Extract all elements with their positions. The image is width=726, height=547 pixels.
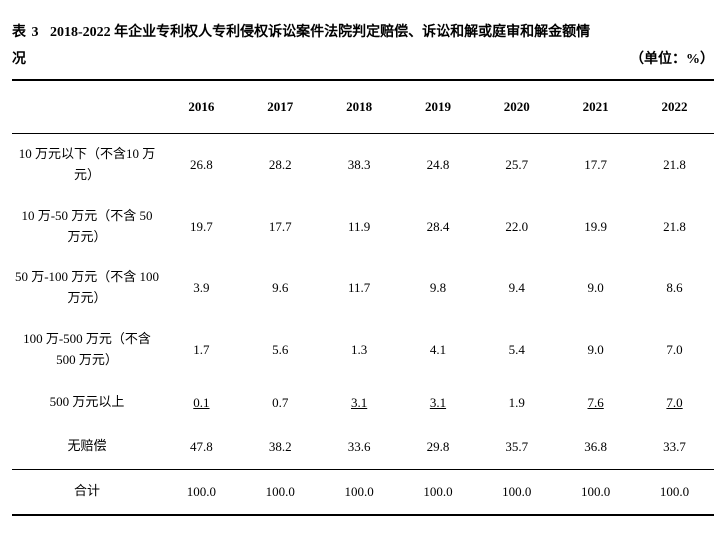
cell: 3.9 (162, 257, 241, 319)
table-number: 表 3 (12, 25, 40, 40)
cell: 36.8 (556, 425, 635, 470)
cell: 19.9 (556, 196, 635, 258)
cell: 0.1 (162, 381, 241, 425)
cell: 7.0 (635, 319, 714, 381)
total-cell: 100.0 (241, 469, 320, 515)
cell: 21.8 (635, 134, 714, 196)
cell: 17.7 (556, 134, 635, 196)
cell: 4.1 (399, 319, 478, 381)
unit-label: （单位：%） (630, 47, 714, 74)
cell: 29.8 (399, 425, 478, 470)
total-cell: 100.0 (320, 469, 399, 515)
table-row: 50 万-100 万元（不含 100 万元）3.99.611.79.89.49.… (12, 257, 714, 319)
cell: 9.8 (399, 257, 478, 319)
cell: 1.7 (162, 319, 241, 381)
cell: 3.1 (320, 381, 399, 425)
cell: 9.4 (477, 257, 556, 319)
data-table: 2016 2017 2018 2019 2020 2021 2022 10 万元… (12, 79, 714, 515)
title-text-1: 2018-2022 年企业专利权人专利侵权诉讼案件法院判定赔偿、诉讼和解或庭审和… (50, 25, 590, 40)
cell: 28.2 (241, 134, 320, 196)
cell: 21.8 (635, 196, 714, 258)
header-blank (12, 80, 162, 134)
cell: 1.9 (477, 381, 556, 425)
col-2021: 2021 (556, 80, 635, 134)
cell: 0.7 (241, 381, 320, 425)
col-2022: 2022 (635, 80, 714, 134)
table-row: 10 万-50 万元（不含 50 万元）19.717.711.928.422.0… (12, 196, 714, 258)
row-label: 50 万-100 万元（不含 100 万元） (12, 257, 162, 319)
header-row: 2016 2017 2018 2019 2020 2021 2022 (12, 80, 714, 134)
cell: 11.7 (320, 257, 399, 319)
total-row: 合计100.0100.0100.0100.0100.0100.0100.0 (12, 469, 714, 515)
table-row: 10 万元以下（不含10 万元）26.828.238.324.825.717.7… (12, 134, 714, 196)
table-row: 500 万元以上0.10.73.13.11.97.67.0 (12, 381, 714, 425)
cell: 28.4 (399, 196, 478, 258)
title-text-2: 况 (12, 52, 26, 67)
table-title: 表 3 2018-2022 年企业专利权人专利侵权诉讼案件法院判定赔偿、诉讼和解… (12, 20, 714, 73)
row-label: 10 万-50 万元（不含 50 万元） (12, 196, 162, 258)
total-cell: 100.0 (399, 469, 478, 515)
row-label: 500 万元以上 (12, 381, 162, 425)
cell: 26.8 (162, 134, 241, 196)
total-cell: 100.0 (162, 469, 241, 515)
cell: 24.8 (399, 134, 478, 196)
cell: 3.1 (399, 381, 478, 425)
cell: 33.7 (635, 425, 714, 470)
col-2020: 2020 (477, 80, 556, 134)
cell: 35.7 (477, 425, 556, 470)
total-cell: 100.0 (556, 469, 635, 515)
row-label: 无赔偿 (12, 425, 162, 470)
col-2019: 2019 (399, 80, 478, 134)
cell: 9.0 (556, 319, 635, 381)
cell: 1.3 (320, 319, 399, 381)
cell: 9.6 (241, 257, 320, 319)
cell: 47.8 (162, 425, 241, 470)
cell: 9.0 (556, 257, 635, 319)
table-row: 无赔偿47.838.233.629.835.736.833.7 (12, 425, 714, 470)
cell: 25.7 (477, 134, 556, 196)
cell: 8.6 (635, 257, 714, 319)
cell: 38.2 (241, 425, 320, 470)
total-cell: 100.0 (635, 469, 714, 515)
cell: 11.9 (320, 196, 399, 258)
cell: 19.7 (162, 196, 241, 258)
cell: 5.4 (477, 319, 556, 381)
col-2018: 2018 (320, 80, 399, 134)
col-2016: 2016 (162, 80, 241, 134)
row-label: 100 万-500 万元（不含 500 万元） (12, 319, 162, 381)
cell: 7.6 (556, 381, 635, 425)
row-label: 10 万元以下（不含10 万元） (12, 134, 162, 196)
cell: 17.7 (241, 196, 320, 258)
col-2017: 2017 (241, 80, 320, 134)
table-row: 100 万-500 万元（不含 500 万元）1.75.61.34.15.49.… (12, 319, 714, 381)
cell: 7.0 (635, 381, 714, 425)
total-cell: 100.0 (477, 469, 556, 515)
cell: 5.6 (241, 319, 320, 381)
cell: 22.0 (477, 196, 556, 258)
cell: 33.6 (320, 425, 399, 470)
cell: 38.3 (320, 134, 399, 196)
total-label: 合计 (12, 469, 162, 515)
